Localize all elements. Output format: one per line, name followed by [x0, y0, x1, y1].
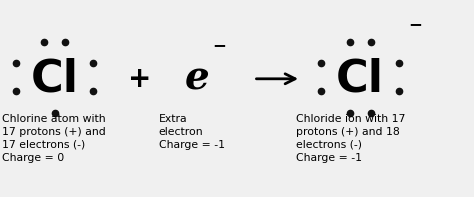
Text: −: − [212, 36, 226, 54]
Text: Cl: Cl [30, 57, 79, 100]
Text: Chloride ion with 17
protons (+) and 18
electrons (-)
Charge = -1: Chloride ion with 17 protons (+) and 18 … [296, 114, 406, 163]
Text: +: + [128, 65, 152, 93]
Text: Chlorine atom with
17 protons (+) and
17 electrons (-)
Charge = 0: Chlorine atom with 17 protons (+) and 17… [2, 114, 106, 163]
Text: −: − [408, 15, 422, 33]
Text: e: e [184, 60, 209, 98]
Text: Extra
electron
Charge = -1: Extra electron Charge = -1 [159, 114, 225, 150]
Text: Cl: Cl [336, 57, 384, 100]
